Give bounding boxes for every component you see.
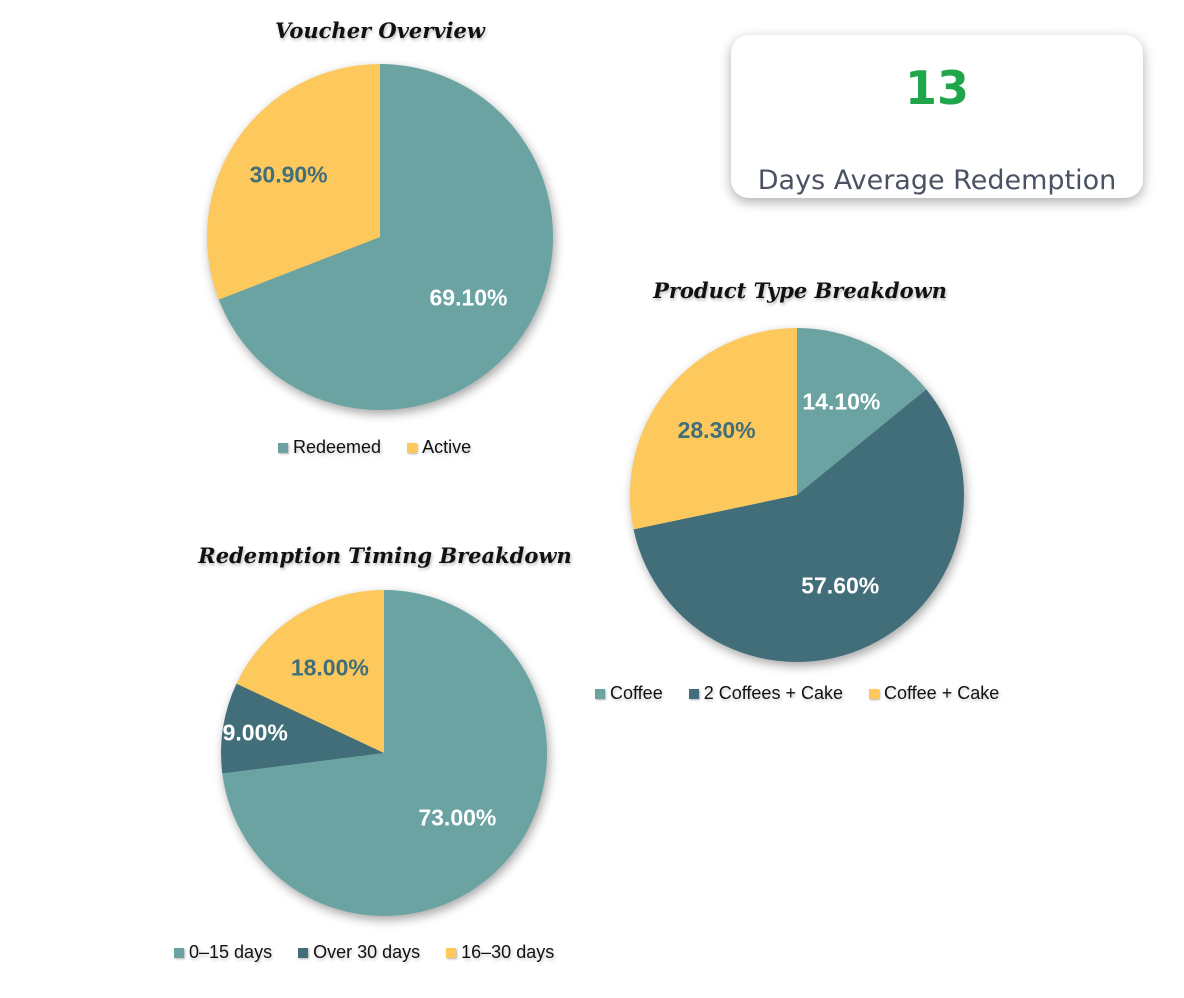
legend-label: Over 30 days xyxy=(313,942,421,962)
legend-item-coffee-cake: Coffee + Cake xyxy=(868,683,1000,704)
pie-chart: 73.00% 9.00% 18.00% xyxy=(221,590,547,916)
legend-swatch xyxy=(278,442,288,453)
pie-chart: 14.10% 57.60% 28.30% xyxy=(630,328,964,662)
chart-title: Product Type Breakdown xyxy=(653,278,947,303)
legend-label: 16–30 days xyxy=(461,942,555,962)
chart-legend: Coffee 2 Coffees + Cake Coffee + Cake xyxy=(595,683,999,704)
product-type-chart: Product Type Breakdown 14.10% 57.60% 28.30… xyxy=(560,275,1040,725)
legend-label: Coffee xyxy=(610,683,663,703)
legend-item-over-30-days: Over 30 days xyxy=(298,942,420,963)
data-label-coffee-cake: 28.30% xyxy=(678,417,756,443)
kpi-label: Days Average Redemption xyxy=(757,165,1117,196)
pie-slice-coffee xyxy=(797,328,927,495)
legend-swatch xyxy=(868,688,879,699)
pie-slices xyxy=(221,590,547,916)
data-label-redeemed: 69.10% xyxy=(430,285,508,311)
kpi-value: 13 xyxy=(904,61,969,115)
voucher-overview-chart: Voucher Overview 69.10% 30.90% Redeemed Ac… xyxy=(150,15,610,475)
pie-slice-16-30-days xyxy=(236,590,384,753)
data-label-coffee: 14.10% xyxy=(802,388,880,414)
legend-label: Redeemed xyxy=(293,437,382,457)
data-label-2-coffees-cake: 57.60% xyxy=(801,572,879,598)
legend-label: Active xyxy=(422,437,472,457)
legend-label: Coffee + Cake xyxy=(883,683,1000,703)
legend-swatch xyxy=(298,947,309,958)
legend-label: 2 Coffees + Cake xyxy=(703,683,843,703)
pie-chart: 69.10% 30.90% xyxy=(207,64,553,410)
legend-item-0-15-days: 0–15 days xyxy=(174,942,272,963)
legend-label: 0–15 days xyxy=(189,942,273,962)
legend-item-16-30-days: 16–30 days xyxy=(446,942,554,963)
pie-slices xyxy=(630,328,964,662)
chart-title: Voucher Overview xyxy=(275,18,485,43)
pie-slice-2-coffees-cake xyxy=(633,389,964,662)
legend-item-redeemed: Redeemed xyxy=(278,437,381,458)
legend-item-active: Active xyxy=(407,437,471,458)
chart-legend: Redeemed Active xyxy=(278,437,471,458)
pie-slice-0-15-days xyxy=(222,590,547,916)
chart-legend: 0–15 days Over 30 days 16–30 days xyxy=(174,942,554,963)
data-label-active: 30.90% xyxy=(250,161,328,187)
kpi-card: 13 Days Average Redemption xyxy=(731,35,1143,198)
legend-swatch xyxy=(595,688,605,699)
pie-slice-active xyxy=(207,64,380,300)
data-label-over-30-days: 9.00% xyxy=(223,720,288,746)
redemption-timing-chart: Redemption Timing Breakdown 73.00% 9.00% 1… xyxy=(150,540,620,990)
data-label-16-30-days: 18.00% xyxy=(291,655,369,681)
pie-slice-redeemed xyxy=(218,64,553,410)
legend-swatch xyxy=(688,688,699,699)
legend-swatch xyxy=(446,947,457,958)
pie-slices xyxy=(207,64,553,410)
legend-item-2-coffees-cake: 2 Coffees + Cake xyxy=(688,683,843,704)
data-label-0-15-days: 73.00% xyxy=(418,805,496,831)
chart-title: Redemption Timing Breakdown xyxy=(198,543,572,568)
legend-swatch xyxy=(407,442,418,453)
pie-slice-over-30-days xyxy=(221,683,384,774)
pie-slice-coffee-cake xyxy=(630,328,797,530)
legend-item-coffee: Coffee xyxy=(595,683,663,704)
legend-swatch xyxy=(174,947,184,958)
